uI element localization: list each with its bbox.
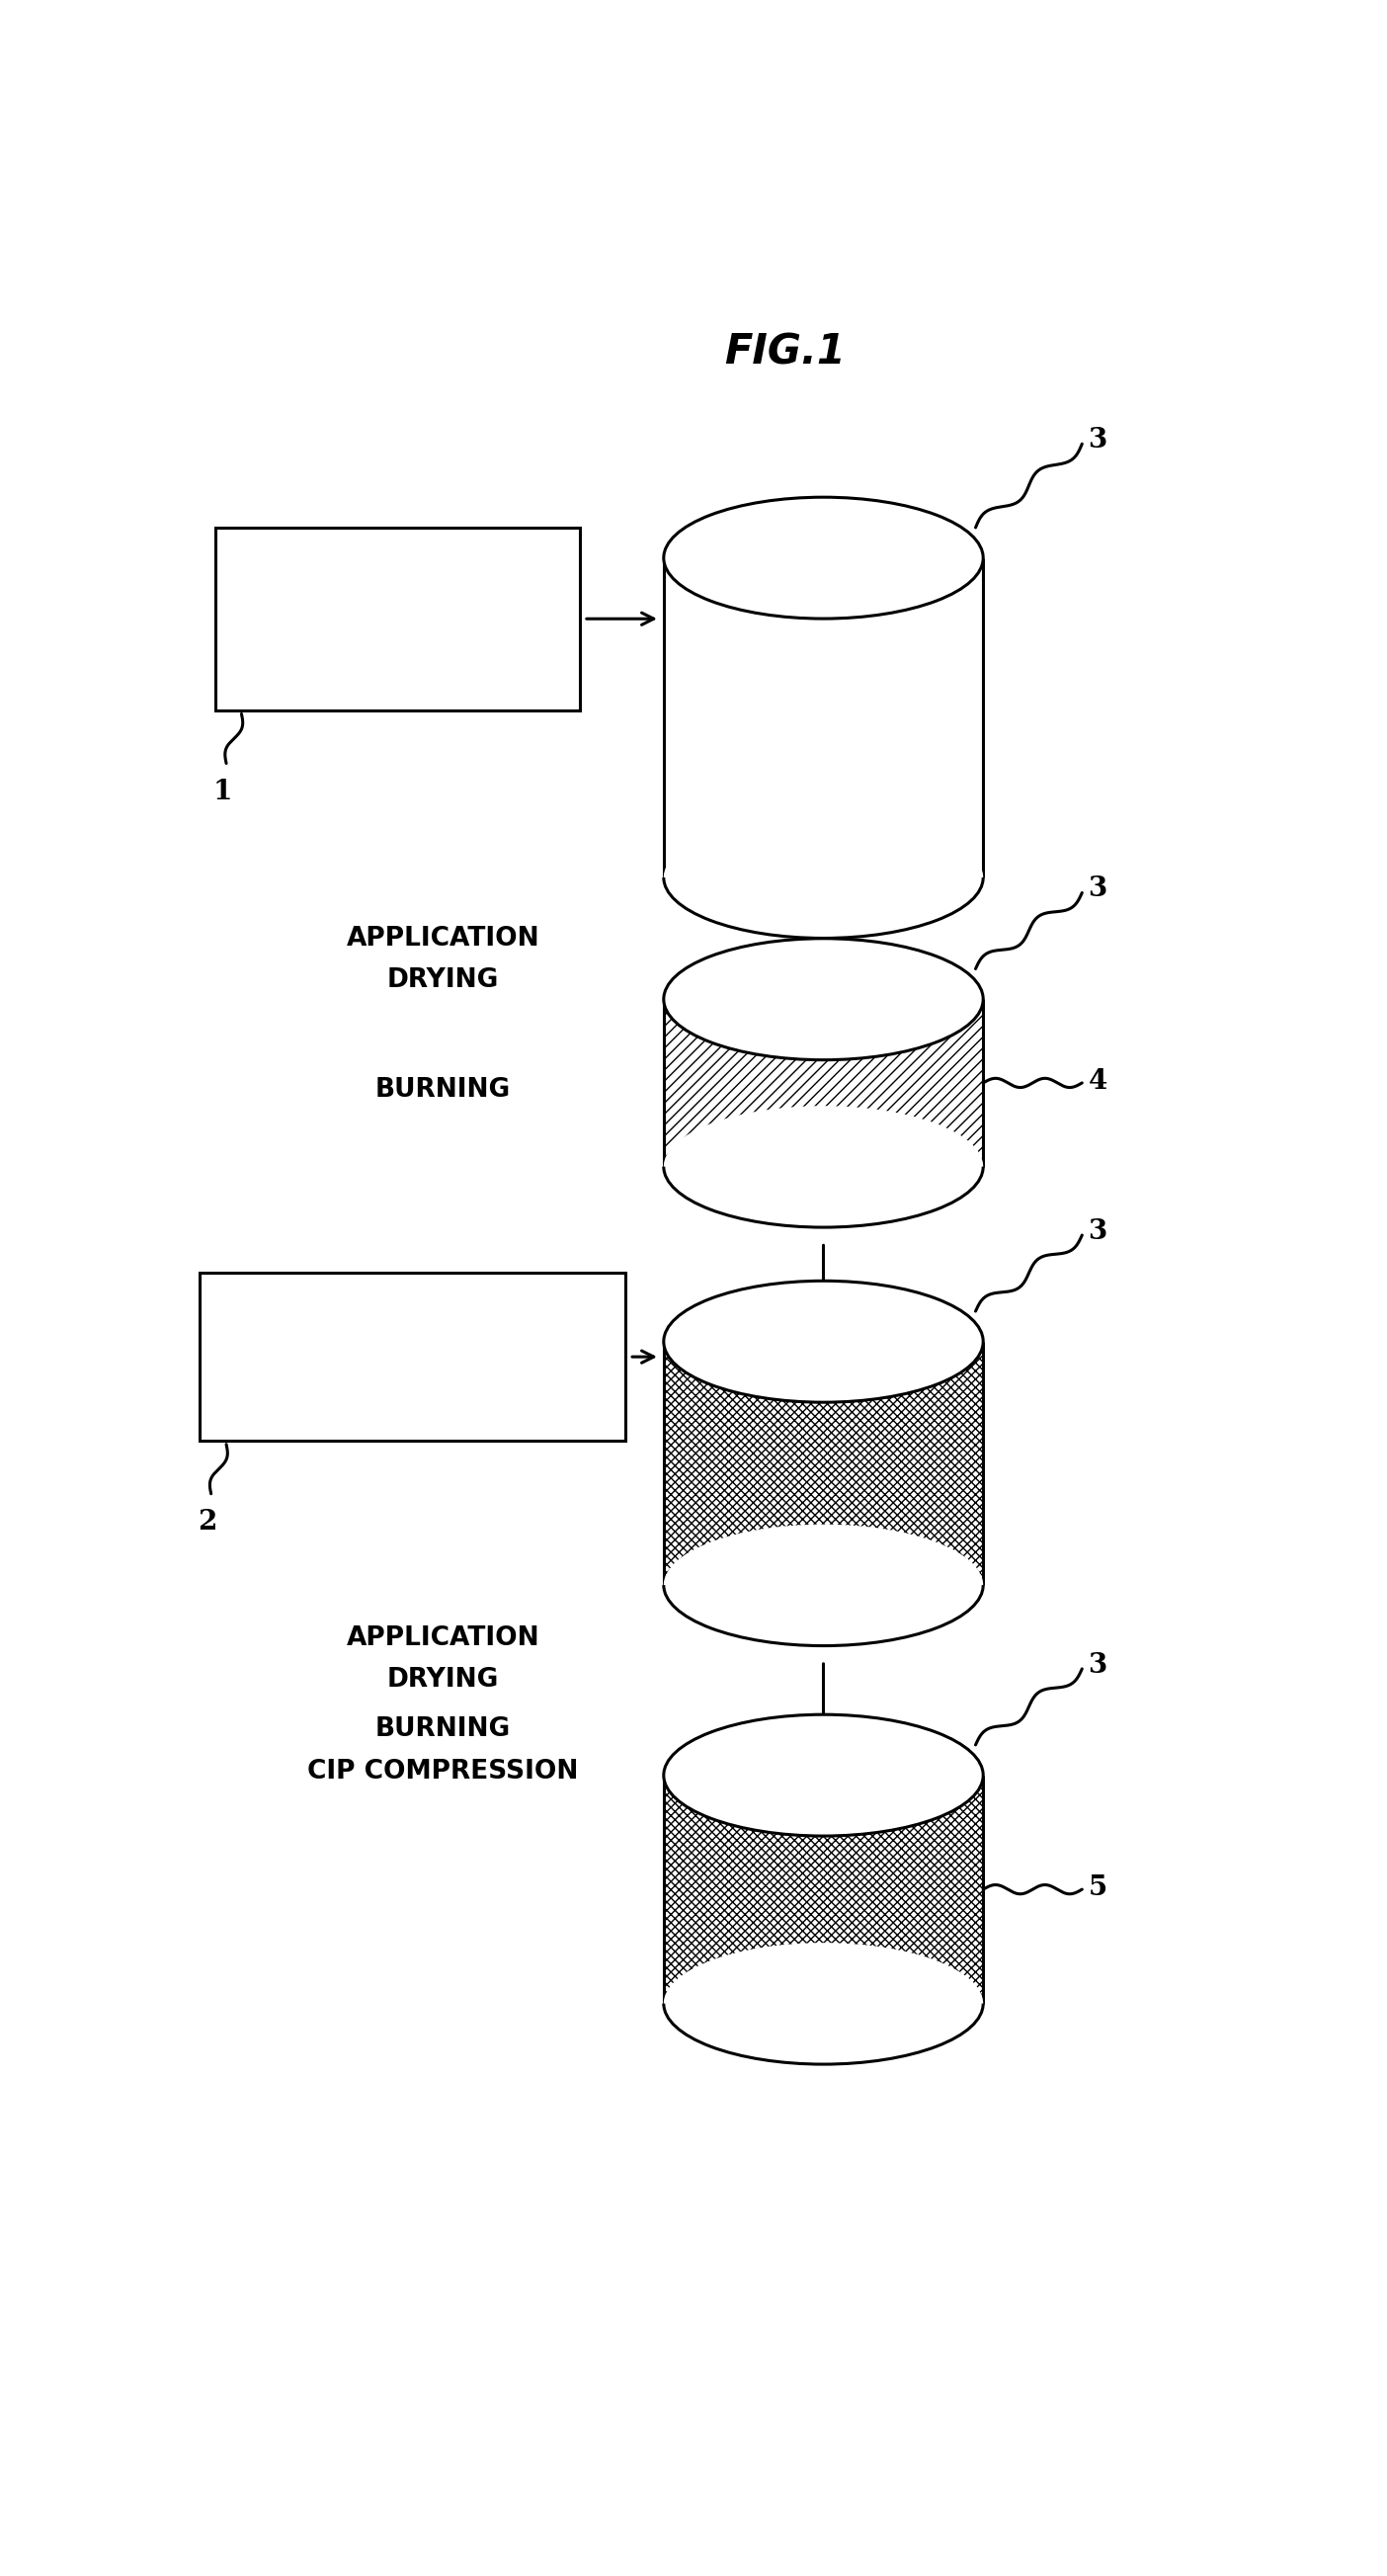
Bar bbox=[663, 1342, 983, 1584]
Bar bbox=[663, 1775, 983, 2004]
Bar bbox=[663, 999, 983, 1167]
Ellipse shape bbox=[663, 497, 983, 618]
Text: OXIDE SUPERCONDUCTOR: OXIDE SUPERCONDUCTOR bbox=[268, 582, 527, 600]
Ellipse shape bbox=[663, 1525, 983, 1646]
Text: OXIDE SUPERCONDUCTOR: OXIDE SUPERCONDUCTOR bbox=[293, 1321, 533, 1340]
Ellipse shape bbox=[663, 1280, 983, 1401]
Ellipse shape bbox=[663, 1105, 983, 1226]
Text: BURNING: BURNING bbox=[376, 1077, 510, 1103]
Bar bbox=[663, 1342, 983, 1584]
Bar bbox=[215, 528, 580, 711]
Text: 1: 1 bbox=[214, 778, 232, 806]
Text: DRYING: DRYING bbox=[387, 1667, 499, 1692]
Text: 3: 3 bbox=[1089, 1651, 1107, 1680]
Text: 2: 2 bbox=[198, 1510, 216, 1535]
Text: APPLICATION: APPLICATION bbox=[347, 1625, 540, 1651]
Ellipse shape bbox=[663, 938, 983, 1059]
Ellipse shape bbox=[663, 1716, 983, 1837]
Text: FIG.1: FIG.1 bbox=[724, 332, 846, 374]
Text: 5: 5 bbox=[1089, 1875, 1107, 1901]
Ellipse shape bbox=[663, 1942, 983, 2063]
Text: DRYING: DRYING bbox=[387, 969, 499, 992]
Text: PASTE HAVING A BI2212: PASTE HAVING A BI2212 bbox=[277, 611, 517, 629]
Text: BURNING: BURNING bbox=[376, 1716, 510, 1741]
Text: 4: 4 bbox=[1089, 1069, 1107, 1095]
Text: 3: 3 bbox=[1089, 428, 1107, 453]
Bar bbox=[663, 559, 983, 878]
Text: PASTE HAVING A MIXING RATIO: PASTE HAVING A MIXING RATIO bbox=[269, 1347, 556, 1365]
Ellipse shape bbox=[663, 817, 983, 938]
Text: APPLICATION: APPLICATION bbox=[347, 925, 540, 951]
Text: OF A BI2223 COMPOSITION: OF A BI2223 COMPOSITION bbox=[287, 1376, 538, 1391]
Bar bbox=[663, 1775, 983, 2004]
Text: COMPOSITION: COMPOSITION bbox=[326, 636, 469, 654]
Text: CIP COMPRESSION: CIP COMPRESSION bbox=[308, 1759, 578, 1785]
Text: 3: 3 bbox=[1089, 876, 1107, 902]
Bar bbox=[663, 999, 983, 1167]
Bar bbox=[200, 1273, 626, 1440]
Text: 3: 3 bbox=[1089, 1218, 1107, 1244]
